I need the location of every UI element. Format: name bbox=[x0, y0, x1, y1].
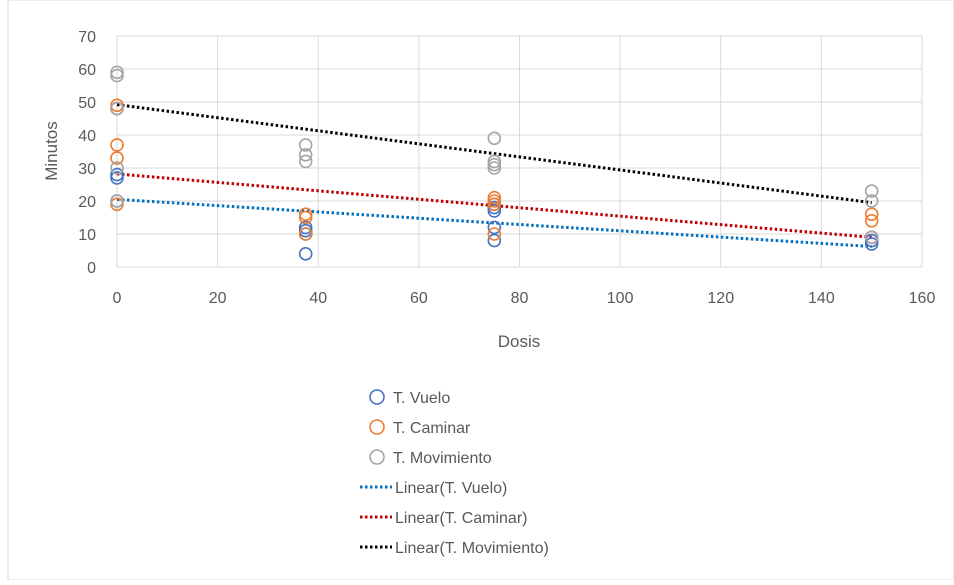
tick-labels: 0 10 20 30 40 50 60 70 0 20 40 60 80 100 120 140 160 bbox=[78, 29, 935, 307]
data-point bbox=[487, 190, 502, 205]
y-tick-label: 10 bbox=[78, 227, 96, 244]
data-point bbox=[110, 197, 124, 212]
data-point bbox=[487, 197, 502, 212]
data-point bbox=[864, 184, 879, 198]
data-point bbox=[110, 138, 124, 152]
data-point bbox=[487, 131, 502, 146]
x-tick-label: 140 bbox=[808, 290, 835, 307]
data-point bbox=[487, 157, 502, 172]
x-tick-label: 20 bbox=[209, 290, 227, 307]
chart-frame bbox=[7, 0, 954, 581]
trendline bbox=[116, 197, 872, 249]
data-point bbox=[298, 148, 313, 162]
legend: T. Vuelo T. Caminar T. Movimiento Linear(T.… bbox=[360, 389, 549, 557]
trendline bbox=[116, 172, 872, 239]
y-tick-label: 60 bbox=[78, 62, 96, 79]
data-point bbox=[110, 161, 124, 175]
y-tick-label: 40 bbox=[78, 128, 96, 145]
x-tick-label: 60 bbox=[410, 290, 428, 307]
data-point bbox=[110, 101, 124, 116]
trendline bbox=[116, 103, 872, 205]
x-tick-label: 100 bbox=[607, 290, 634, 307]
data-point bbox=[298, 247, 313, 261]
data-point bbox=[110, 65, 124, 80]
data-point bbox=[864, 194, 879, 208]
data-point bbox=[487, 233, 502, 248]
legend-marker bbox=[369, 449, 385, 465]
data-point bbox=[864, 230, 879, 245]
data-point bbox=[110, 167, 124, 182]
data-point bbox=[864, 233, 879, 248]
data-point bbox=[298, 154, 313, 169]
data-point bbox=[487, 204, 502, 218]
data-point bbox=[487, 154, 502, 169]
data-point bbox=[110, 194, 124, 208]
legend-label: Linear(T. Caminar) bbox=[395, 510, 527, 527]
legend-label: T. Movimiento bbox=[393, 450, 492, 467]
data-point bbox=[298, 210, 313, 225]
legend-label: T. Vuelo bbox=[393, 390, 450, 407]
data-point bbox=[864, 237, 879, 251]
gridlines bbox=[116, 35, 923, 268]
data-point bbox=[487, 161, 502, 175]
data-point bbox=[298, 227, 313, 241]
x-axis-label: Dosis bbox=[498, 332, 541, 351]
data-point bbox=[298, 138, 313, 152]
data-point bbox=[110, 98, 124, 113]
legend-label: T. Caminar bbox=[393, 420, 471, 437]
legend-label: Linear(T. Movimiento) bbox=[395, 540, 549, 557]
data-point bbox=[110, 171, 124, 185]
data-point bbox=[487, 200, 502, 215]
y-tick-label: 50 bbox=[78, 95, 96, 112]
data-point bbox=[487, 220, 502, 235]
x-tick-label: 160 bbox=[909, 290, 936, 307]
data-point bbox=[110, 68, 124, 83]
legend-marker bbox=[369, 419, 385, 435]
legend-label: Linear(T. Vuelo) bbox=[395, 480, 507, 497]
y-tick-label: 0 bbox=[87, 260, 96, 277]
data-point bbox=[487, 194, 502, 208]
data-point bbox=[298, 223, 313, 238]
y-tick-label: 20 bbox=[78, 194, 96, 211]
y-tick-label: 70 bbox=[78, 29, 96, 46]
data-point bbox=[864, 207, 879, 221]
trendlines bbox=[116, 103, 872, 249]
data-point bbox=[110, 151, 124, 165]
data-point bbox=[864, 214, 879, 228]
data-point bbox=[298, 207, 313, 221]
data-point bbox=[487, 227, 502, 241]
x-tick-label: 0 bbox=[113, 290, 122, 307]
y-axis-label: Minutos bbox=[42, 121, 61, 181]
legend-marker bbox=[369, 389, 385, 405]
y-tick-label: 30 bbox=[78, 161, 96, 178]
x-tick-label: 40 bbox=[309, 290, 327, 307]
data-points bbox=[110, 65, 879, 261]
x-tick-label: 80 bbox=[511, 290, 529, 307]
data-point bbox=[298, 220, 313, 235]
x-tick-label: 120 bbox=[707, 290, 734, 307]
